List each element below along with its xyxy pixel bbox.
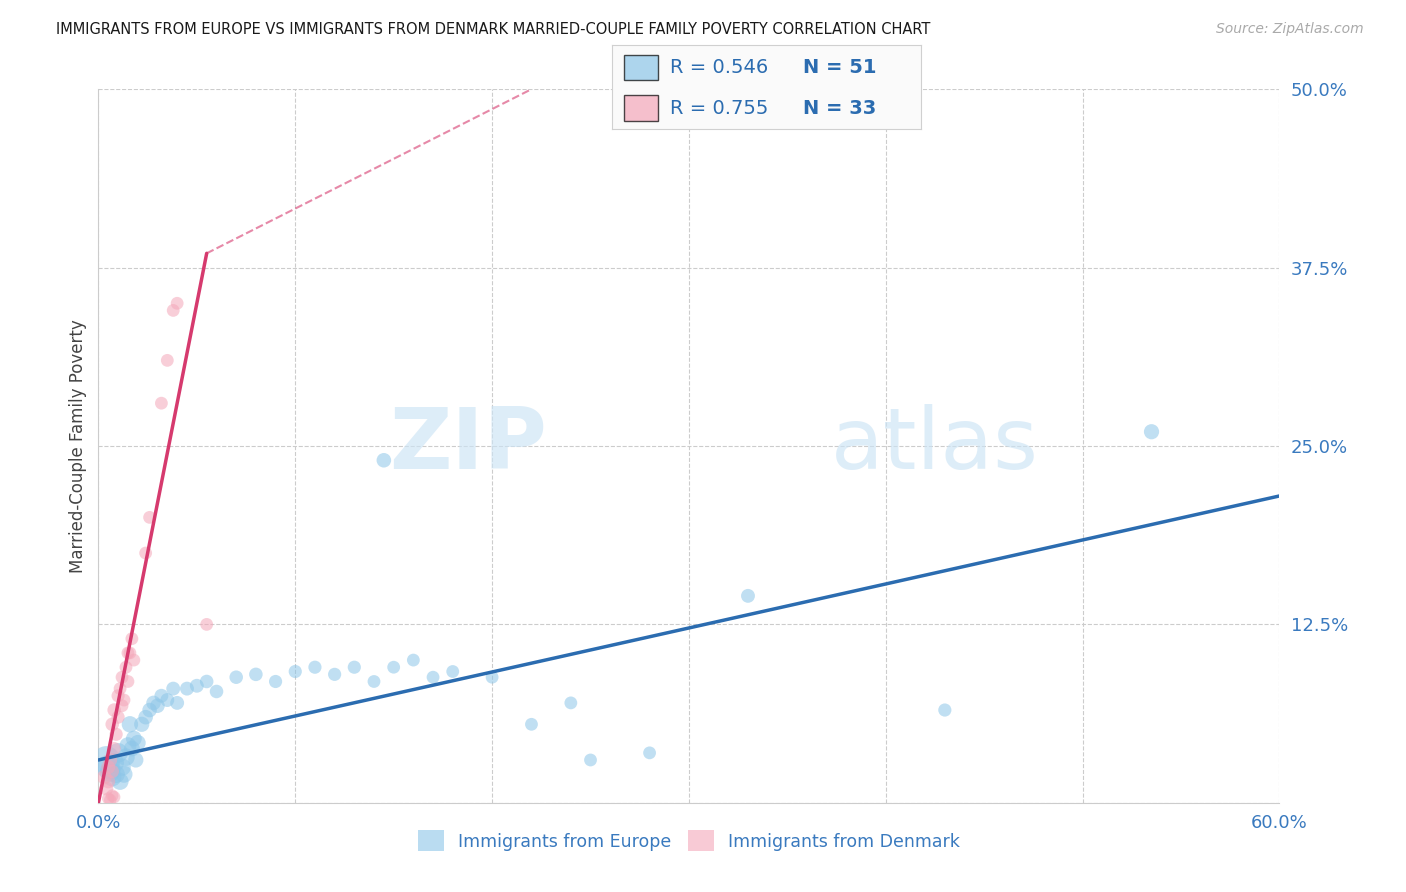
Point (638, 746, 661, 760)
Point (97, 791, 120, 805)
Point (121, 632, 143, 646)
Point (97, 774, 120, 789)
Point (96, 753, 118, 767)
Point (118, 717, 141, 731)
Text: IMMIGRANTS FROM EUROPE VS IMMIGRANTS FROM DENMARK MARRIED-COUPLE FAMILY POVERTY : IMMIGRANTS FROM EUROPE VS IMMIGRANTS FRO… (56, 22, 931, 37)
Point (186, 679, 208, 693)
Point (96, 781, 118, 796)
Point (138, 703, 160, 717)
Point (98, 764, 121, 779)
Point (127, 736, 149, 750)
Point (101, 789, 124, 803)
Point (146, 698, 169, 713)
Point (103, 756, 125, 770)
Point (156, 353, 179, 368)
Point (284, 665, 307, 679)
Point (422, 670, 444, 684)
Text: ZIP: ZIP (389, 404, 547, 488)
Point (125, 753, 148, 767)
Point (97, 760, 120, 774)
Point (363, 674, 385, 689)
Point (135, 546, 157, 560)
Point (98, 793, 121, 807)
Point (111, 670, 134, 684)
Point (111, 698, 134, 713)
Point (138, 510, 160, 524)
Point (166, 296, 188, 310)
Point (264, 674, 287, 689)
Point (103, 790, 125, 805)
Point (343, 660, 366, 674)
Point (117, 674, 139, 689)
Point (107, 689, 129, 703)
Point (117, 646, 139, 660)
Point (1140, 425, 1163, 439)
Point (105, 767, 128, 781)
Text: Source: ZipAtlas.com: Source: ZipAtlas.com (1216, 22, 1364, 37)
Point (93, 770, 115, 784)
Point (115, 660, 138, 674)
Point (176, 681, 198, 696)
Point (101, 764, 124, 779)
Point (373, 453, 395, 467)
Point (150, 689, 173, 703)
Point (481, 670, 503, 684)
Point (101, 770, 124, 784)
Point (98, 753, 121, 767)
Point (112, 767, 135, 781)
Point (162, 303, 184, 318)
Point (108, 681, 131, 696)
Point (737, 589, 759, 603)
Point (441, 665, 464, 679)
Point (121, 741, 143, 756)
Point (304, 660, 326, 674)
Point (560, 696, 582, 710)
FancyBboxPatch shape (624, 54, 658, 80)
Point (97, 760, 120, 774)
Point (118, 646, 141, 660)
Point (105, 727, 128, 741)
Point (108, 774, 131, 789)
Point (107, 746, 129, 760)
Point (323, 667, 346, 681)
Text: N = 33: N = 33 (803, 99, 876, 118)
Point (135, 710, 157, 724)
Point (166, 696, 188, 710)
Point (142, 696, 165, 710)
Point (195, 617, 218, 632)
Point (101, 717, 124, 731)
FancyBboxPatch shape (624, 95, 658, 120)
Point (205, 684, 228, 698)
Point (225, 670, 247, 684)
Point (156, 693, 179, 707)
Point (245, 667, 267, 681)
Point (117, 739, 139, 753)
Point (107, 710, 129, 724)
Point (122, 731, 145, 746)
Point (103, 741, 125, 756)
Point (162, 681, 184, 696)
Point (122, 653, 145, 667)
Point (579, 753, 602, 767)
Point (934, 703, 956, 717)
Point (382, 660, 405, 674)
Point (111, 760, 134, 774)
Point (112, 693, 135, 707)
Text: R = 0.546: R = 0.546 (671, 58, 769, 77)
Point (195, 674, 218, 689)
Point (150, 396, 173, 410)
Legend: Immigrants from Europe, Immigrants from Denmark: Immigrants from Europe, Immigrants from … (411, 823, 967, 858)
Point (115, 750, 138, 764)
Point (520, 717, 543, 731)
Text: N = 51: N = 51 (803, 58, 877, 77)
Point (402, 653, 425, 667)
Text: atlas: atlas (831, 404, 1039, 488)
Text: R = 0.755: R = 0.755 (671, 99, 769, 118)
Point (103, 703, 125, 717)
Point (131, 717, 153, 731)
Y-axis label: Married-Couple Family Poverty: Married-Couple Family Poverty (69, 319, 87, 573)
